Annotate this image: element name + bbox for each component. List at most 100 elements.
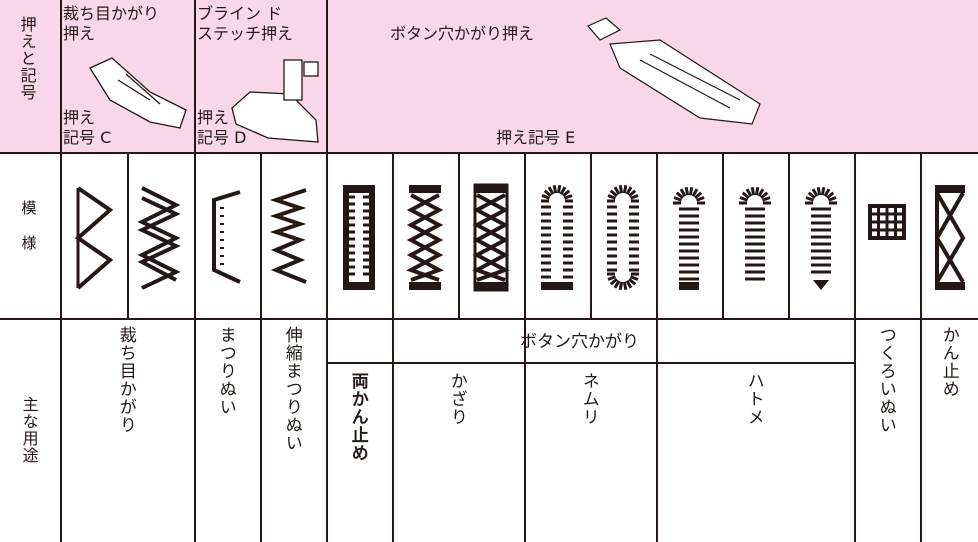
usage-text: かざり (446, 372, 467, 426)
stitch-stroke (741, 191, 750, 200)
stitch-stroke (750, 186, 756, 196)
stitch-stroke (673, 196, 682, 202)
stitch-stroke (675, 191, 684, 200)
foot-symbol: 押え記号 E (496, 128, 576, 147)
foot-symbol: 押え (63, 108, 96, 127)
stitch-stroke (762, 196, 771, 202)
stitch-stroke (564, 194, 573, 200)
stitch-stroke (618, 184, 624, 194)
stitch-stroke (613, 186, 621, 195)
column-rule (458, 152, 460, 318)
column-rule (260, 152, 262, 542)
column-rule (656, 152, 658, 542)
pattern-overlock (74, 186, 114, 290)
stitch-stroke (559, 186, 567, 195)
column-rule (326, 0, 328, 542)
pattern-buttonhole (406, 185, 444, 290)
pattern-buttonhole (739, 186, 771, 281)
pattern-blind (212, 190, 241, 284)
usage-text: 裁ち目かがり (115, 326, 136, 434)
stitch-stroke (630, 275, 639, 281)
pattern-buttonhole (541, 184, 573, 290)
stitch-stroke (688, 186, 694, 196)
stitch-stroke (745, 188, 753, 197)
foot-name: ステッチ押え (197, 24, 294, 43)
stitch-stroke (826, 191, 835, 200)
pattern-stretch-blind (269, 188, 307, 284)
stitch-stroke (828, 196, 837, 202)
column-rule (127, 152, 129, 318)
foot-symbol: 押え (197, 108, 230, 127)
row-label: 模様 (19, 200, 38, 270)
stitch-stroke (607, 275, 616, 281)
row-label: 押えと記号 (17, 16, 37, 101)
row-rule (0, 152, 978, 154)
stitch-stroke (754, 186, 760, 196)
stitch-stroke (472, 193, 510, 282)
foot-symbol: 記号 C (63, 128, 112, 147)
pattern-buttonhole (607, 184, 639, 291)
foot-e-image (587, 17, 761, 125)
pattern-buttonhole (472, 183, 510, 292)
usage-text: 両かん止め (347, 372, 368, 462)
stitch-stroke (74, 186, 114, 290)
usage-text: ハトメ (743, 372, 764, 426)
stitch-stroke (547, 186, 555, 195)
pattern-darning (868, 204, 906, 240)
stitch-stroke (609, 189, 618, 198)
stitch-stroke (694, 191, 703, 200)
column-rule (854, 152, 856, 542)
pattern-double-overlock (137, 186, 181, 290)
stitch-stroke (816, 186, 822, 196)
stitch-stroke (739, 196, 748, 202)
column-rule (60, 0, 62, 542)
pattern-buttonhole (343, 185, 375, 290)
stitch-stroke (609, 277, 618, 286)
stitch-stroke (622, 184, 628, 194)
stitch-stroke (934, 191, 965, 284)
stitch-stroke (811, 188, 819, 197)
foot-symbol: 記号 D (197, 128, 247, 147)
stitch-stroke (475, 282, 507, 290)
stitch-stroke (935, 185, 965, 193)
foot-name: ブライン ド (197, 4, 283, 23)
column-rule (722, 152, 724, 318)
stitch-stroke (409, 185, 441, 193)
stitch-stroke (807, 191, 816, 200)
stitch-stroke (543, 189, 552, 198)
stitch-stroke (679, 282, 699, 290)
row-rule (0, 318, 978, 320)
usage-text: ネムリ (578, 372, 599, 426)
stitch-stroke (607, 194, 616, 200)
stitch-stroke (625, 186, 633, 195)
stitch-stroke (622, 281, 628, 291)
stitch-stroke (406, 193, 444, 282)
stitch-stroke (541, 282, 573, 290)
usage-text: つくろいぬい (875, 326, 896, 434)
usage-group: ボタン穴かがり (520, 332, 639, 352)
foot-name: ボタン穴かがり押え (390, 24, 535, 43)
foot-name: 押え (63, 24, 96, 43)
header-background (0, 0, 978, 152)
stitch-stroke (760, 191, 769, 200)
stitch-stroke (805, 196, 814, 202)
stitch-stroke (820, 186, 826, 196)
stitch-stroke (684, 186, 690, 196)
stitch-stroke (696, 196, 705, 202)
stitch-stroke (562, 189, 571, 198)
stitch-stroke (475, 185, 507, 193)
stitch-stroke (212, 190, 241, 284)
column-rule (920, 152, 922, 542)
pattern-buttonhole (673, 186, 705, 290)
stitch-stroke (628, 277, 637, 286)
row-rule (326, 362, 854, 364)
column-rule (590, 152, 592, 318)
stitch-stroke (628, 189, 637, 198)
column-rule (524, 152, 526, 318)
stitch-stroke (679, 188, 687, 197)
column-rule (788, 152, 790, 318)
foot-name: 裁ち目かがり (63, 4, 160, 23)
stitch-stroke (691, 188, 699, 197)
usage-text: まつりぬい (215, 326, 236, 416)
